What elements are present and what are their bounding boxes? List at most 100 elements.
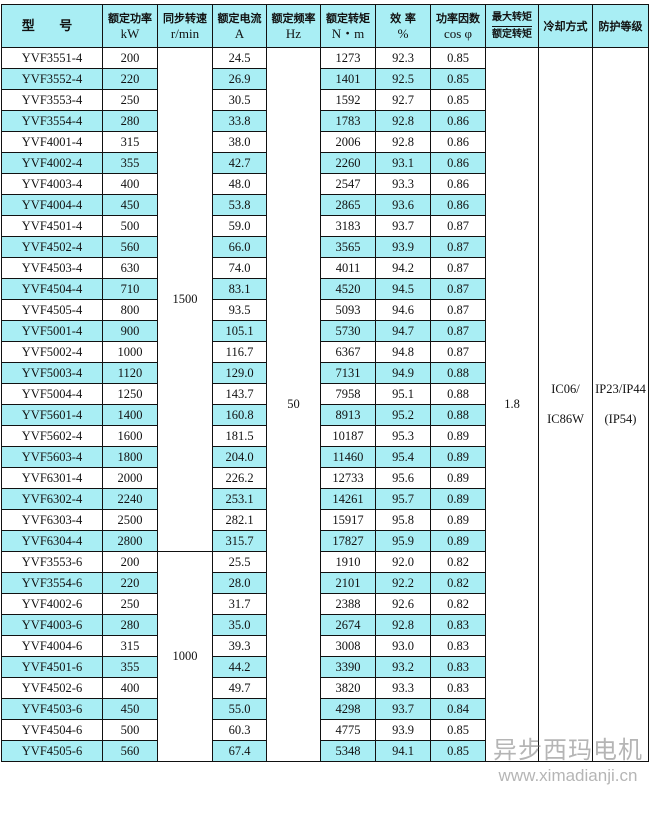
cell-current: 129.0 (212, 362, 267, 384)
header-unit: r/min (170, 25, 200, 41)
cell-model: YVF4504-4 (1, 278, 103, 300)
cell-torque: 4775 (320, 719, 376, 741)
table-row: YVF5601-4 1400 160.8 8913 95.2 0.88 (1, 404, 649, 426)
cell-power-factor: 0.89 (430, 509, 486, 531)
cell-current: 55.0 (212, 698, 267, 720)
cell-efficiency: 93.7 (375, 698, 431, 720)
cell-power-factor: 0.87 (430, 215, 486, 237)
cell-power: 1400 (102, 404, 158, 426)
header-label: 功率因数 (436, 11, 480, 25)
cell-power: 900 (102, 320, 158, 342)
cell-model: YVF4502-4 (1, 236, 103, 258)
cell-protection: IP23/IP44 (IP54) (592, 47, 649, 762)
cell-power: 500 (102, 215, 158, 237)
cell-current: 93.5 (212, 299, 267, 321)
cell-torque: 8913 (320, 404, 376, 426)
cell-current: 24.5 (212, 47, 267, 69)
cell-power-factor: 0.86 (430, 152, 486, 174)
cell-power: 220 (102, 572, 158, 594)
cell-power: 220 (102, 68, 158, 90)
table-row: YVF3552-4 220 26.9 1401 92.5 0.85 (1, 68, 649, 90)
cell-current: 25.5 (212, 551, 267, 573)
cell-efficiency: 92.5 (375, 68, 431, 90)
cell-current: 35.0 (212, 614, 267, 636)
cell-torque: 5730 (320, 320, 376, 342)
table-row: YVF3554-4 280 33.8 1783 92.8 0.86 (1, 110, 649, 132)
cell-torque: 1783 (320, 110, 376, 132)
cell-current: 204.0 (212, 446, 267, 468)
cell-efficiency: 93.3 (375, 677, 431, 699)
cell-efficiency: 93.2 (375, 656, 431, 678)
header-speed: 同步转速 r/min (157, 4, 213, 48)
cell-power-factor: 0.87 (430, 320, 486, 342)
cell-power-factor: 0.89 (430, 425, 486, 447)
watermark-url: www.ximadianji.cn (498, 766, 638, 785)
cell-current: 74.0 (212, 257, 267, 279)
cell-efficiency: 92.8 (375, 110, 431, 132)
cell-power-factor: 0.88 (430, 404, 486, 426)
cell-power: 2000 (102, 467, 158, 489)
cell-power-factor: 0.89 (430, 467, 486, 489)
header-cooling: 冷却方式 (538, 4, 593, 48)
cell-efficiency: 92.6 (375, 593, 431, 615)
cell-efficiency: 95.3 (375, 425, 431, 447)
cell-model: YVF3552-4 (1, 68, 103, 90)
cell-torque: 2101 (320, 572, 376, 594)
cell-torque: 3820 (320, 677, 376, 699)
cell-power: 315 (102, 635, 158, 657)
cell-power: 450 (102, 194, 158, 216)
cell-efficiency: 92.8 (375, 131, 431, 153)
cell-torque: 1273 (320, 47, 376, 69)
cell-power-factor: 0.89 (430, 446, 486, 468)
cell-max-torque-ratio: 1.8 (485, 47, 539, 762)
table-row: YVF4504-6 500 60.3 4775 93.9 0.85 (1, 719, 649, 741)
cell-efficiency: 95.1 (375, 383, 431, 405)
table-row: YVF4504-4 710 83.1 4520 94.5 0.87 (1, 278, 649, 300)
cell-model: YVF4002-4 (1, 152, 103, 174)
cell-torque: 15917 (320, 509, 376, 531)
cell-current: 44.2 (212, 656, 267, 678)
cell-efficiency: 94.6 (375, 299, 431, 321)
table-row: YVF3553-6 200 1000 25.5 1910 92.0 0.82 (1, 551, 649, 762)
cell-power: 355 (102, 656, 158, 678)
cell-power-factor: 0.87 (430, 257, 486, 279)
cell-current: 66.0 (212, 236, 267, 258)
cell-model: YVF4503-4 (1, 257, 103, 279)
cell-power-factor: 0.85 (430, 68, 486, 90)
cell-power-factor: 0.83 (430, 635, 486, 657)
header-torque: 额定转矩 N・m (320, 4, 376, 48)
cell-model: YVF4503-6 (1, 698, 103, 720)
table-row: YVF4505-6 560 67.4 5348 94.1 0.85 (1, 740, 649, 762)
cell-torque: 4298 (320, 698, 376, 720)
cell-current: 59.0 (212, 215, 267, 237)
cell-model: YVF4501-6 (1, 656, 103, 678)
cell-efficiency: 92.8 (375, 614, 431, 636)
cell-model: YVF4505-4 (1, 299, 103, 321)
cell-power-factor: 0.82 (430, 593, 486, 615)
cell-speed-6pole: 1000 (157, 551, 213, 762)
cell-power: 1600 (102, 425, 158, 447)
cell-efficiency: 92.0 (375, 551, 431, 573)
cell-power-factor: 0.87 (430, 236, 486, 258)
protection-value: (IP54) (604, 412, 637, 426)
cell-power-factor: 0.85 (430, 740, 486, 762)
cell-power: 1120 (102, 362, 158, 384)
cell-model: YVF5603-4 (1, 446, 103, 468)
cell-efficiency: 93.0 (375, 635, 431, 657)
cell-model: YVF6302-4 (1, 488, 103, 510)
cell-power-factor: 0.82 (430, 551, 486, 573)
cell-power-factor: 0.87 (430, 278, 486, 300)
cell-efficiency: 93.1 (375, 152, 431, 174)
cell-power-factor: 0.82 (430, 572, 486, 594)
table-row: YVF5004-4 1250 143.7 7958 95.1 0.88 (1, 383, 649, 405)
cell-model: YVF4001-4 (1, 131, 103, 153)
speed-value: 1500 (172, 292, 198, 306)
table-row: YVF4502-4 560 66.0 3565 93.9 0.87 (1, 236, 649, 258)
cell-current: 83.1 (212, 278, 267, 300)
cell-power: 2240 (102, 488, 158, 510)
cell-torque: 6367 (320, 341, 376, 363)
frequency-value: 50 (287, 397, 300, 411)
cell-torque: 1592 (320, 89, 376, 111)
cell-torque: 17827 (320, 530, 376, 552)
cell-current: 33.8 (212, 110, 267, 132)
